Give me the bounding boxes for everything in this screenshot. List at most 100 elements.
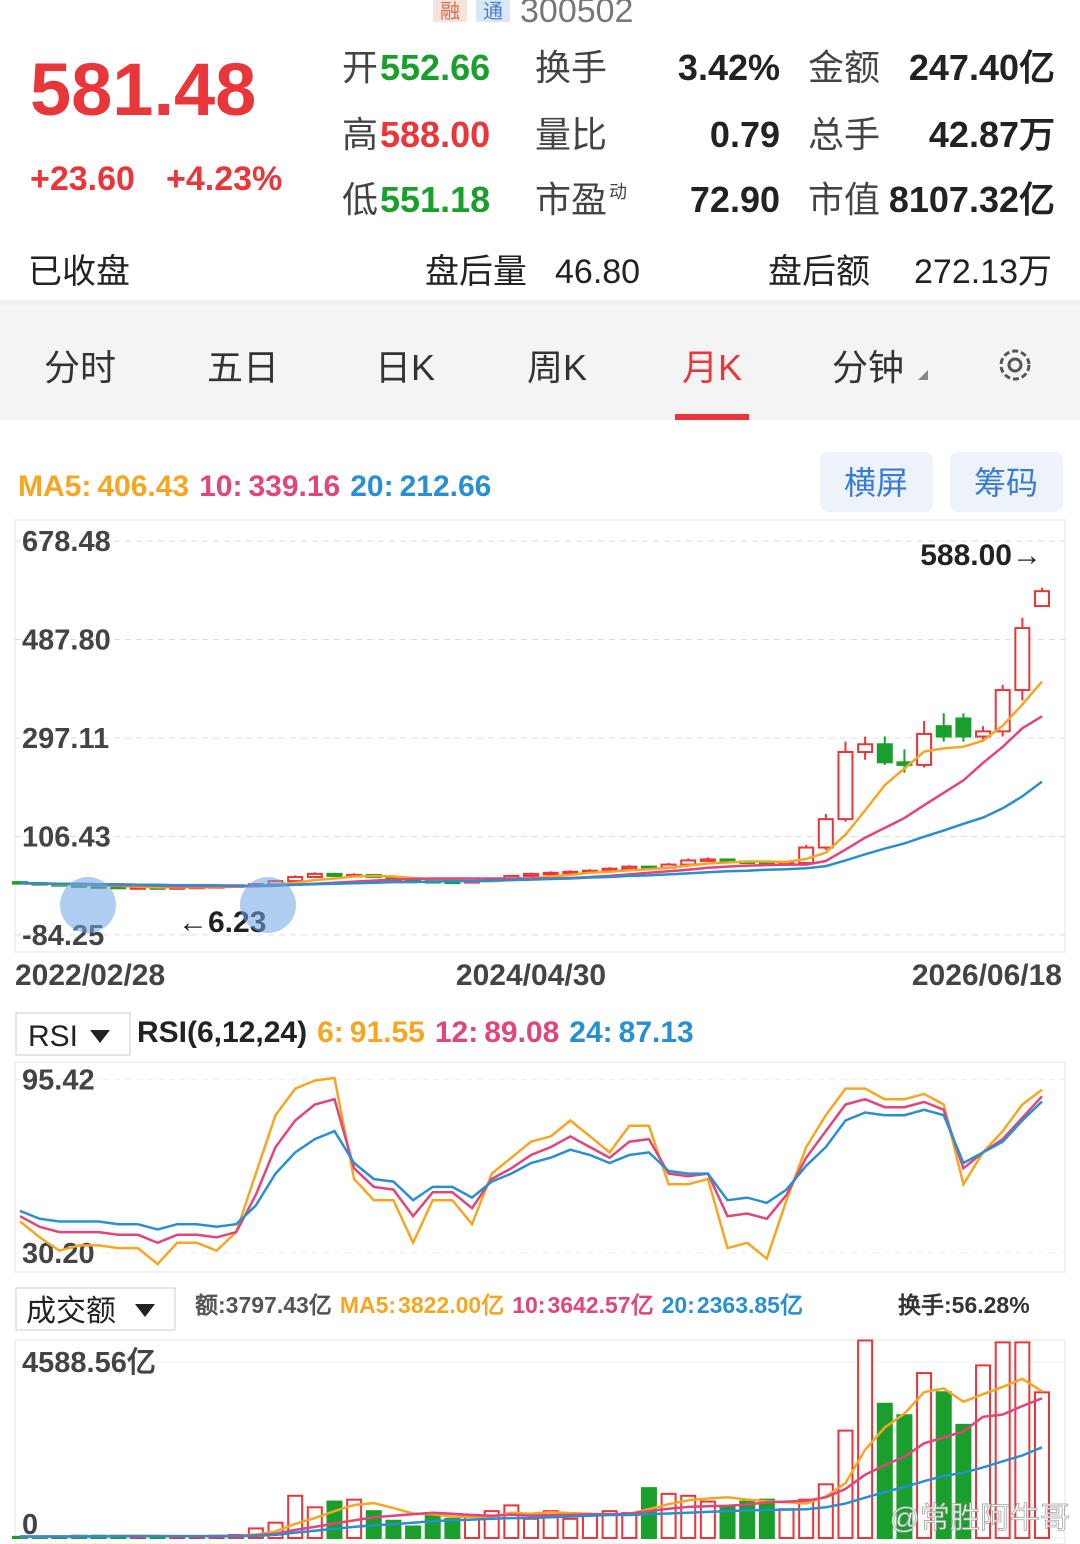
legend-name: 额: bbox=[195, 1292, 226, 1318]
badge-bg bbox=[476, 0, 510, 22]
legend-value: 56.28% bbox=[952, 1292, 1030, 1318]
after-amount: 272.13万 bbox=[914, 253, 1052, 291]
stat-value: 8107.32亿 bbox=[889, 179, 1055, 220]
selector-box[interactable] bbox=[15, 1012, 131, 1056]
candle-body bbox=[621, 865, 638, 870]
legend-value: 406.43 bbox=[97, 470, 189, 503]
candle-body bbox=[523, 872, 539, 877]
legend-value: 3822.00亿 bbox=[398, 1292, 504, 1318]
legend-name: 6: bbox=[317, 1016, 344, 1049]
volume-bar bbox=[935, 1391, 952, 1540]
volume-bar bbox=[621, 1512, 638, 1539]
high-annotation: 588.00→ bbox=[920, 539, 1042, 572]
stat-label: 市值 bbox=[808, 179, 880, 220]
volume-bar bbox=[660, 1492, 677, 1539]
main-frame bbox=[14, 519, 1066, 953]
legend-name: 10: bbox=[512, 1292, 545, 1318]
change-pct: +4.23% bbox=[166, 160, 282, 198]
candle-body bbox=[955, 717, 972, 738]
after-volume: 46.80 bbox=[555, 253, 640, 291]
stat-value: 72.90 bbox=[690, 179, 780, 220]
tab[interactable]: 月K bbox=[682, 347, 742, 388]
volume-bar bbox=[326, 1500, 343, 1540]
volume-bar bbox=[581, 1513, 598, 1540]
tab[interactable]: 周K bbox=[527, 347, 587, 388]
stat-label: 低 bbox=[342, 179, 378, 220]
x-tick-label: 2026/06/18 bbox=[912, 959, 1062, 992]
volume-bar bbox=[975, 1364, 992, 1539]
y-tick-label: 0 bbox=[22, 1509, 38, 1541]
candle-body bbox=[817, 818, 834, 849]
y-tick-label: 95.42 bbox=[22, 1064, 95, 1096]
chart-title: RSI(6,12,24) bbox=[137, 1016, 307, 1049]
price: 581.48 bbox=[30, 48, 256, 131]
selector-arrow bbox=[90, 1030, 110, 1043]
floating-button[interactable] bbox=[60, 877, 116, 933]
watermark: @常胜阿牛哥 bbox=[890, 1502, 1070, 1535]
selector-box[interactable] bbox=[15, 1287, 176, 1331]
stat-value: 0.79 bbox=[710, 114, 780, 155]
stat-label: 金额 bbox=[808, 47, 880, 88]
volume-bar bbox=[503, 1504, 520, 1540]
volume-bar bbox=[876, 1402, 893, 1540]
rsi-line bbox=[19, 1076, 1043, 1266]
tab[interactable]: 分钟 bbox=[832, 347, 904, 388]
tab[interactable]: 日K bbox=[375, 347, 435, 388]
rsi-frame bbox=[14, 1061, 1066, 1273]
volume-bar bbox=[523, 1517, 539, 1540]
legend-value: 3797.43亿 bbox=[226, 1292, 332, 1318]
volume-bar bbox=[601, 1510, 618, 1539]
gear-teeth bbox=[999, 349, 1031, 381]
candle-body bbox=[542, 871, 559, 876]
volume-bar bbox=[306, 1506, 323, 1539]
volume-bar bbox=[1034, 1391, 1050, 1539]
tab[interactable]: 分时 bbox=[44, 347, 116, 388]
after-amount-label: 盘后额 bbox=[768, 253, 870, 291]
floating-button[interactable] bbox=[240, 877, 296, 933]
button-label[interactable]: 筹码 bbox=[974, 465, 1038, 501]
candle-body bbox=[287, 875, 304, 883]
selector-label[interactable]: RSI bbox=[28, 1020, 78, 1053]
divider bbox=[0, 300, 1080, 305]
button-bg[interactable] bbox=[950, 452, 1063, 512]
stat-label: 总手 bbox=[808, 114, 880, 155]
stat-label: 市盈 bbox=[535, 179, 607, 220]
candle-body bbox=[1014, 627, 1031, 692]
settings-icon[interactable] bbox=[999, 349, 1031, 381]
stat-label: 量比 bbox=[535, 114, 607, 155]
tab[interactable]: 五日 bbox=[207, 347, 279, 388]
legend-name: 20: bbox=[662, 1292, 695, 1318]
legend-value: 212.66 bbox=[400, 470, 492, 503]
legend-value: 3642.57亿 bbox=[547, 1292, 653, 1318]
tab-underline bbox=[675, 414, 749, 420]
after-volume-label: 盘后量 bbox=[425, 253, 527, 291]
candle-body bbox=[699, 858, 716, 862]
tab-bar bbox=[0, 305, 1080, 420]
stat-value: 552.66 bbox=[380, 47, 490, 88]
button-label[interactable]: 横屏 bbox=[844, 465, 908, 501]
stat-label-sup: 动 bbox=[609, 182, 627, 202]
volume-bar bbox=[896, 1414, 913, 1539]
volume-bar bbox=[798, 1498, 815, 1540]
volume-bar bbox=[955, 1423, 972, 1540]
selector-label[interactable]: 成交额 bbox=[26, 1295, 116, 1328]
legend-value: 91.55 bbox=[350, 1016, 425, 1049]
volume-bar bbox=[287, 1494, 304, 1539]
candle-body bbox=[326, 872, 343, 877]
x-tick-label: 2022/02/28 bbox=[15, 959, 165, 992]
legend-name: 换手: bbox=[898, 1292, 952, 1318]
y-tick-label: 30.20 bbox=[22, 1238, 95, 1270]
button-bg[interactable] bbox=[820, 452, 933, 512]
rsi-line bbox=[19, 1095, 1043, 1245]
legend-name: 12: bbox=[435, 1016, 478, 1049]
badge: 融 bbox=[440, 0, 460, 23]
volume-bar bbox=[994, 1341, 1011, 1540]
dropdown-mark bbox=[918, 370, 928, 380]
candle-body bbox=[857, 743, 874, 754]
volume-bar bbox=[562, 1517, 579, 1540]
ma-line bbox=[20, 780, 1043, 887]
badge: 通 bbox=[483, 0, 503, 23]
stat-value: 3.42% bbox=[678, 47, 780, 88]
volume-frame bbox=[14, 1339, 1066, 1544]
